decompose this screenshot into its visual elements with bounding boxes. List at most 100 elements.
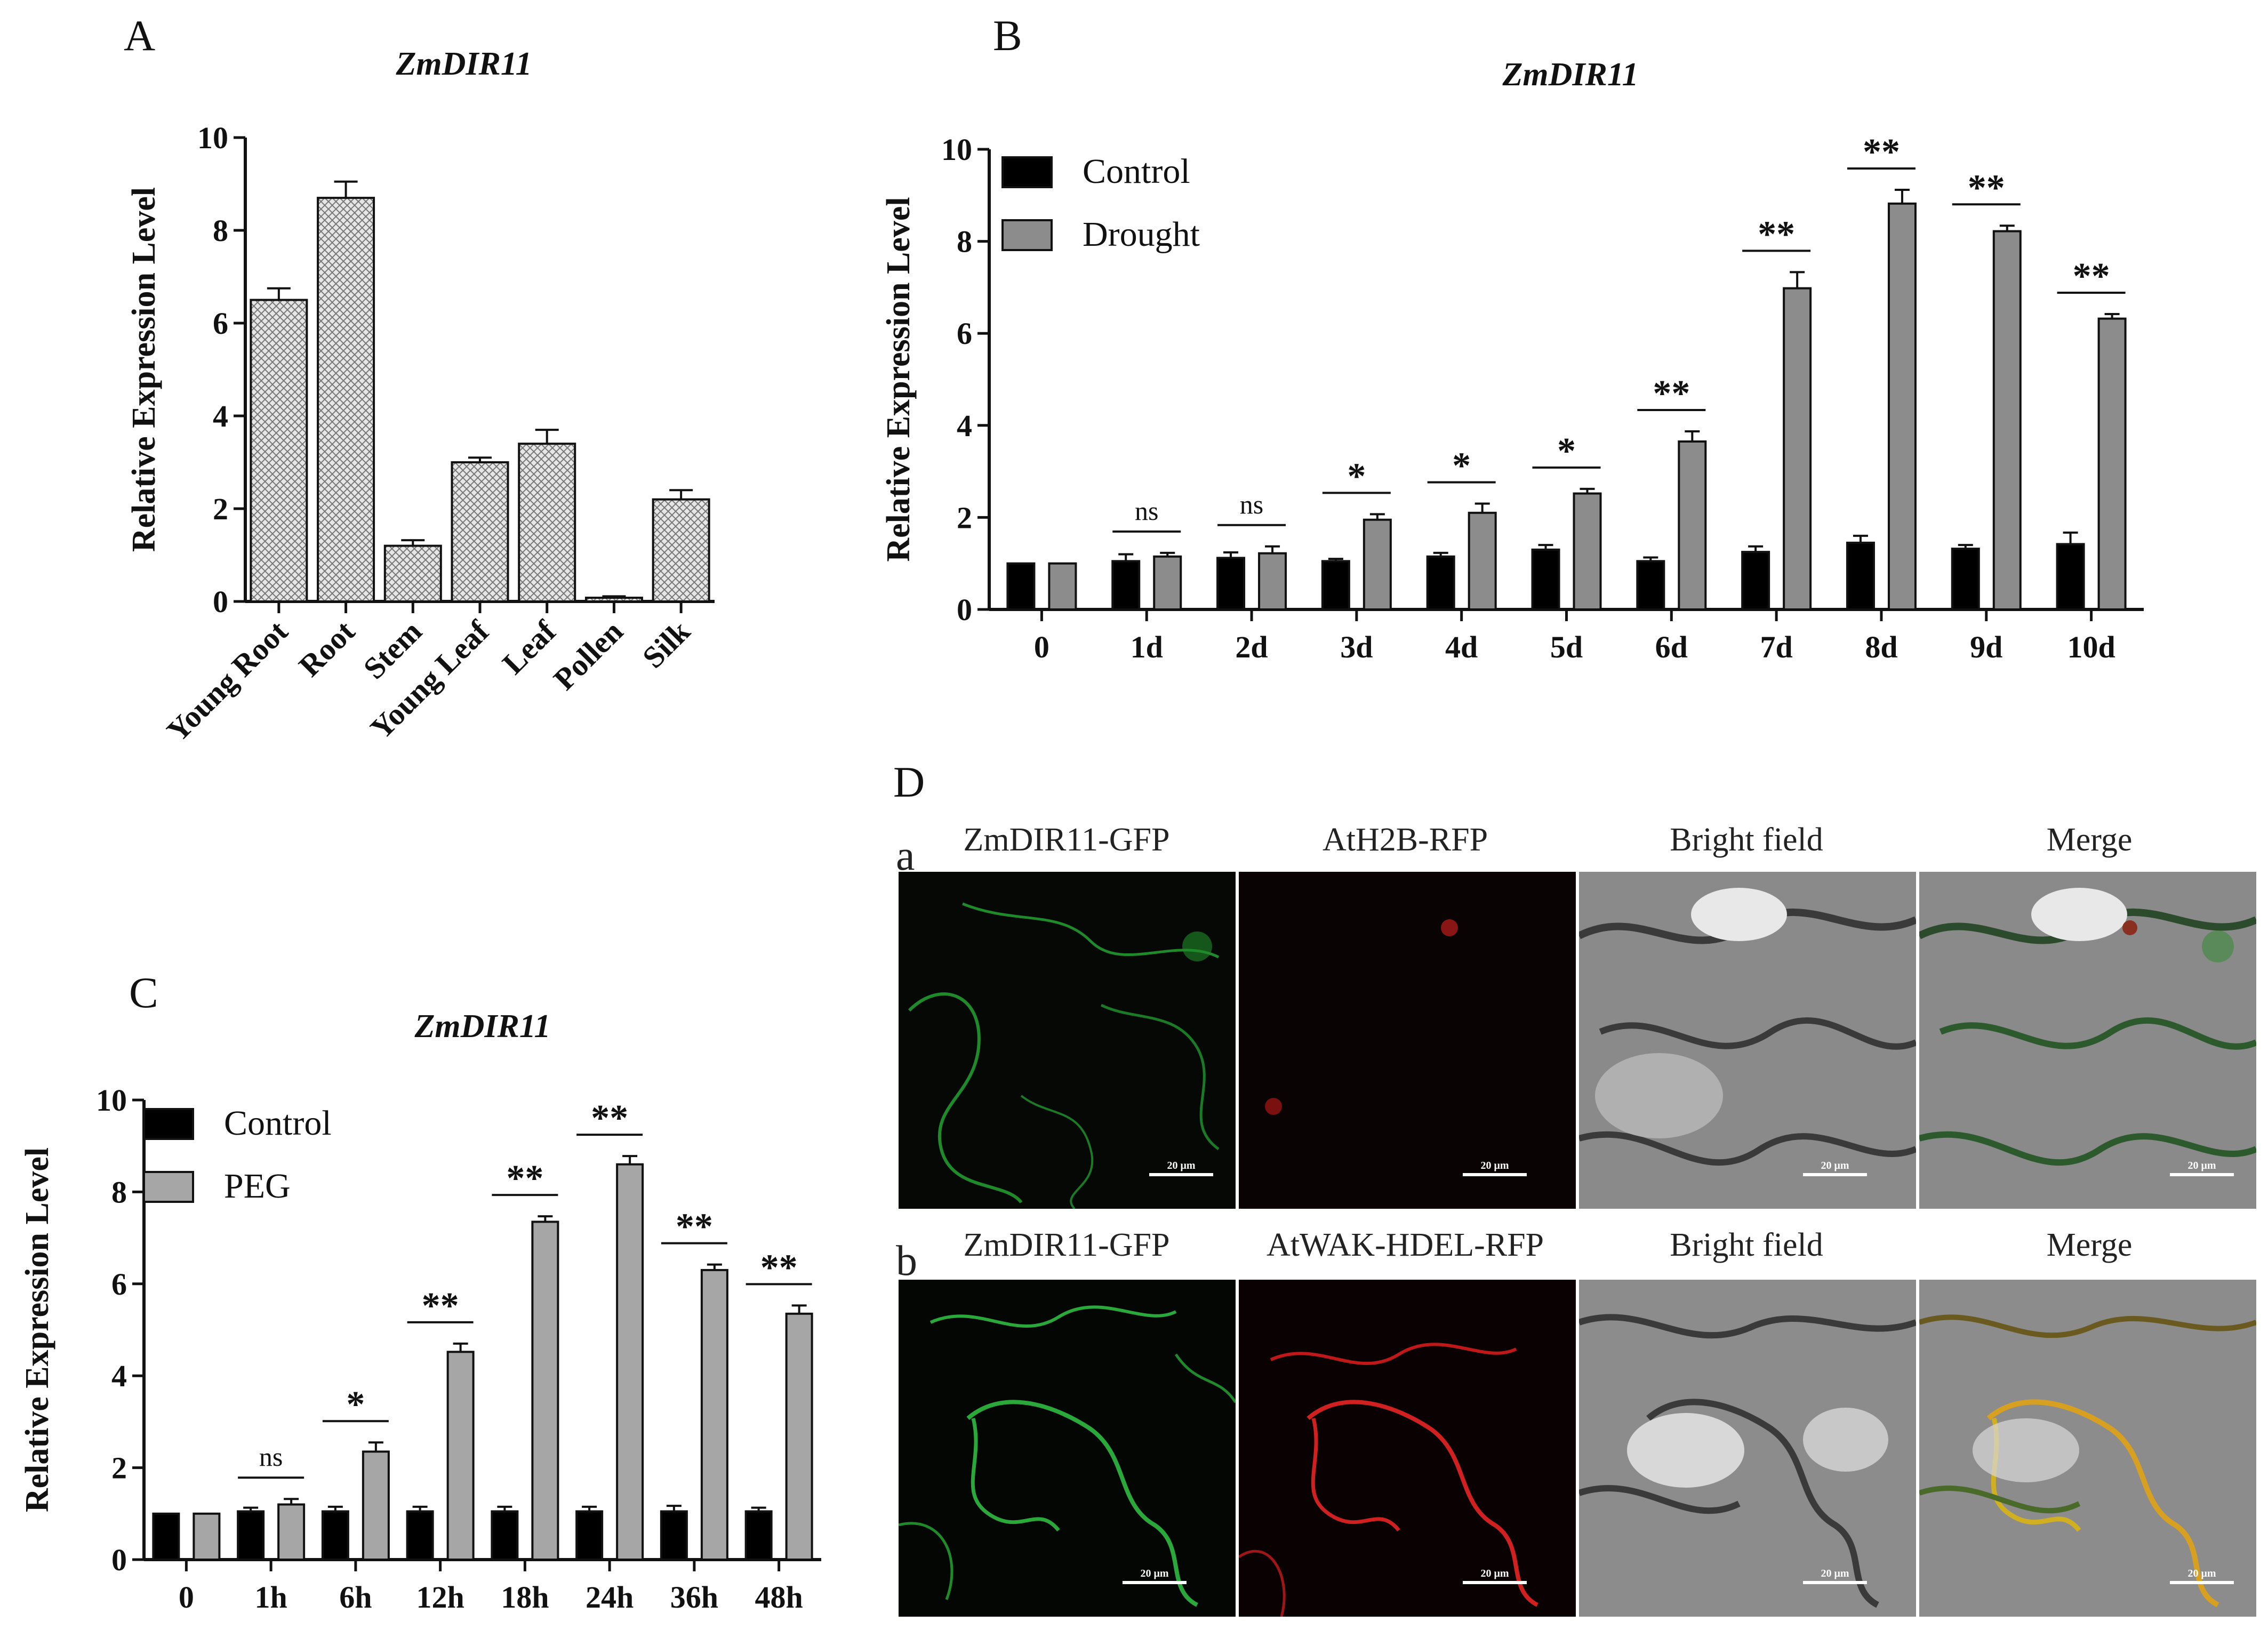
image-b-gfp: 20 μm	[899, 1280, 1236, 1617]
scale-bar-a1: 20 μm	[1149, 1160, 1213, 1176]
y-tick-label-a: 8	[213, 213, 228, 248]
panel-label-b: B	[993, 11, 1022, 60]
bar-peg	[785, 1312, 813, 1561]
legend-label-drought: Drought	[1083, 215, 1200, 254]
significance-label: **	[2073, 256, 2110, 297]
title-a-1: ZmDIR11-GFP	[963, 822, 1170, 858]
significance-label: ns	[1135, 496, 1158, 526]
x-tick-label-c: 0	[179, 1580, 194, 1615]
y-axis-label-c: Relative Expression Level	[19, 1147, 55, 1512]
x-tick-label-a: Pollen	[547, 614, 629, 696]
scale-label: 20 μm	[1821, 1568, 1849, 1579]
scale-bar-a3: 20 μm	[1803, 1160, 1867, 1176]
significance-label: **	[1653, 373, 1690, 414]
y-tick-label-c: 2	[111, 1451, 127, 1486]
bar	[652, 498, 710, 603]
y-tick-label-b: 0	[957, 592, 972, 627]
legend-label-control: Control	[224, 1104, 332, 1143]
image-a-bright: 20 μm	[1579, 872, 1916, 1209]
bar-drought	[2097, 317, 2127, 611]
bar-control	[1321, 560, 1350, 611]
row-letter-b: b	[896, 1238, 917, 1284]
legend-swatch-control	[143, 1108, 194, 1140]
bar-control	[1846, 541, 1875, 611]
panel-label-d: D	[893, 758, 925, 806]
bar	[383, 544, 442, 603]
y-tick-label-a: 10	[197, 121, 228, 155]
x-tick-label-c: 48h	[755, 1580, 803, 1615]
y-axis-label-b: Relative Expression Level	[880, 197, 917, 561]
bar-control	[1426, 555, 1455, 611]
bar	[451, 461, 509, 603]
bar-control	[1006, 562, 1036, 611]
bar-peg	[277, 1503, 306, 1561]
significance-label: **	[1968, 167, 2005, 208]
image-a-merge: 20 μm	[1919, 872, 2256, 1209]
x-tick-label-a: Root	[292, 614, 362, 684]
bar-peg	[531, 1221, 559, 1561]
image-b-rfp: 20 μm	[1239, 1280, 1576, 1617]
y-tick-label-b: 4	[957, 408, 972, 443]
legend-label-control: Control	[1083, 152, 1190, 191]
title-b-3: Bright field	[1670, 1227, 1823, 1263]
bar-drought	[1783, 287, 1812, 611]
bar-drought	[1678, 440, 1707, 611]
bar-peg	[700, 1268, 728, 1561]
bar-control	[2056, 543, 2085, 611]
legend-swatch-control	[1001, 156, 1053, 188]
y-tick-label-c: 0	[111, 1543, 127, 1577]
scale-label: 20 μm	[1140, 1568, 1169, 1579]
row-letter-a: a	[896, 832, 915, 879]
significance-label: *	[1452, 446, 1471, 487]
chart-title-b: ZmDIR11	[1502, 57, 1639, 93]
significance-label: **	[676, 1207, 713, 1248]
image-b-merge: 20 μm	[1919, 1280, 2256, 1617]
title-a-3: Bright field	[1670, 822, 1823, 858]
y-tick-label-b: 6	[957, 316, 972, 351]
x-tick-label-b: 1d	[1131, 630, 1163, 664]
scale-bar-a2: 20 μm	[1463, 1160, 1527, 1176]
y-tick-label-c: 4	[111, 1359, 127, 1393]
bar	[584, 597, 643, 603]
scale-bar-b3: 20 μm	[1803, 1568, 1867, 1584]
bar-control	[1951, 548, 1980, 611]
scale-label: 20 μm	[1167, 1160, 1196, 1171]
y-tick-label-a: 4	[213, 399, 228, 433]
scale-label: 20 μm	[1821, 1160, 1849, 1171]
legend-label-peg: PEG	[224, 1167, 291, 1206]
bar-control	[406, 1510, 434, 1561]
bar-peg	[362, 1450, 390, 1561]
significance-label: ns	[1240, 489, 1263, 519]
bar-peg	[616, 1163, 644, 1561]
significance-label: **	[760, 1247, 798, 1288]
x-tick-label-c: 18h	[501, 1580, 549, 1615]
title-b-1: ZmDIR11-GFP	[963, 1227, 1170, 1263]
bar-control	[491, 1510, 519, 1561]
x-tick-label-a: Silk	[636, 614, 697, 675]
significance-label: **	[591, 1098, 628, 1139]
significance-label: **	[1863, 132, 1900, 173]
bar-drought	[1992, 230, 2022, 611]
bar-peg	[446, 1351, 475, 1561]
bar-peg	[193, 1512, 221, 1561]
bar-control	[1636, 560, 1665, 611]
bar-drought	[1153, 555, 1182, 611]
x-tick-label-b: 9d	[1970, 630, 2002, 664]
x-tick-label-b: 3d	[1340, 630, 1373, 664]
scale-label: 20 μm	[2187, 1568, 2216, 1579]
bar-drought	[1468, 511, 1497, 611]
x-tick-label-b: 4d	[1445, 630, 1478, 664]
title-b-4: Merge	[2046, 1227, 2133, 1263]
x-tick-label-c: 24h	[586, 1580, 634, 1615]
scale-bar-a4: 20 μm	[2170, 1160, 2234, 1176]
bar-control	[575, 1510, 604, 1561]
y-tick-label-c: 8	[111, 1175, 127, 1209]
title-a-4: Merge	[2046, 822, 2133, 858]
significance-label: *	[1347, 456, 1366, 497]
chart-title-a: ZmDIR11	[396, 46, 532, 82]
x-tick-label-a: Young Root	[160, 614, 295, 749]
x-tick-label-c: 1h	[254, 1580, 287, 1615]
x-tick-label-b: 2d	[1235, 630, 1268, 664]
y-tick-label-a: 2	[213, 492, 228, 526]
bar-control	[744, 1510, 773, 1561]
